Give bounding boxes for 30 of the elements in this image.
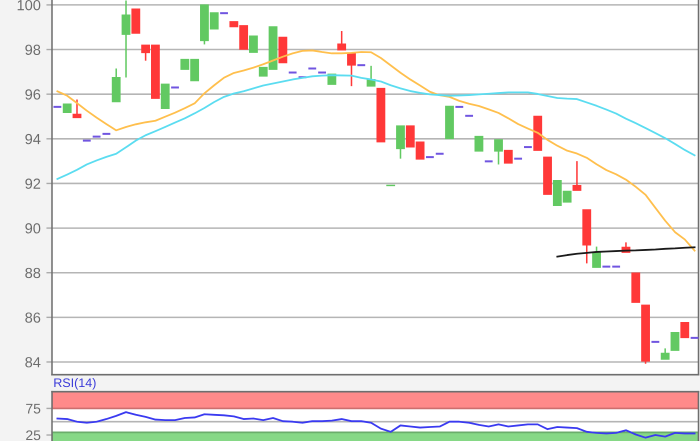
candlestick: [631, 272, 640, 303]
y-tick-label: 84: [25, 357, 40, 368]
candlestick: [376, 88, 386, 142]
candlestick: [533, 116, 542, 151]
candlestick: [474, 136, 484, 152]
candlestick: [504, 150, 513, 164]
candlestick: [670, 332, 680, 351]
y-tick-label: 100: [18, 0, 40, 10]
candlestick: [62, 104, 72, 113]
y-tick-label: 92: [25, 178, 40, 189]
candlestick: [680, 322, 690, 338]
y-tick-label: 75: [26, 404, 40, 414]
y-tick-label: 96: [25, 89, 40, 100]
candlestick: [543, 156, 552, 195]
y-tick-label: 86: [25, 312, 40, 323]
y-tick-label: 98: [25, 44, 40, 55]
y-tick-label: 94: [25, 134, 40, 144]
candlestick: [249, 35, 258, 53]
candlestick: [445, 106, 454, 140]
candlestick: [278, 36, 288, 64]
line-series: [56, 50, 696, 252]
chart-title: RSI(14): [54, 378, 96, 390]
candlestick: [160, 84, 170, 109]
y-tick-label: 25: [26, 430, 40, 440]
y-tick-label: 88: [25, 268, 40, 278]
y-tick-label: 90: [25, 223, 40, 234]
candlestick: [572, 160, 582, 192]
line-series: [56, 411, 696, 439]
candlestick: [131, 8, 140, 34]
line-series: [56, 74, 696, 180]
